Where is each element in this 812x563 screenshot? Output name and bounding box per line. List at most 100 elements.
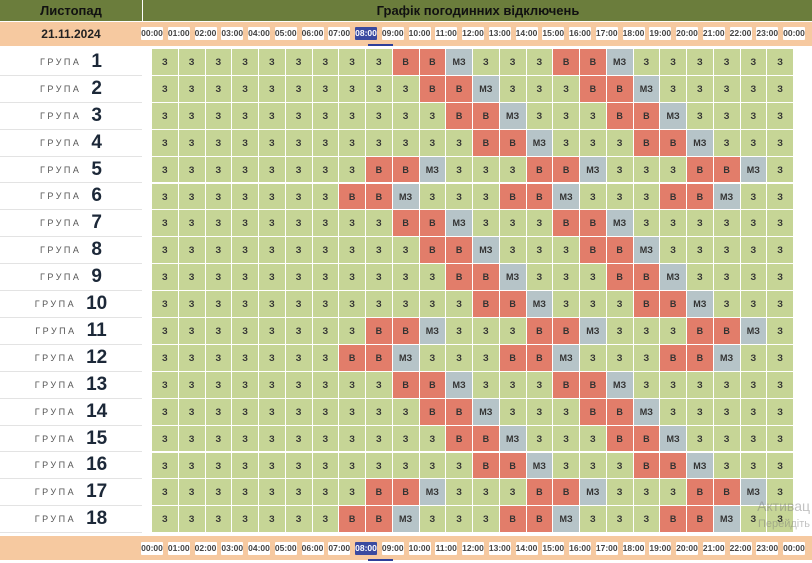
- schedule-cell: В: [499, 129, 527, 157]
- schedule-cell: З: [312, 344, 340, 372]
- schedule-cell: В: [366, 506, 393, 534]
- schedule-cell: МЗ: [526, 291, 554, 318]
- schedule-cell: В: [553, 210, 580, 238]
- schedule-cell: З: [553, 129, 580, 157]
- top-hour-label: 18:00: [622, 27, 645, 40]
- bottom-hour-label: 16:00: [569, 542, 591, 555]
- schedule-cell: З: [285, 291, 313, 318]
- schedule-cell: В: [687, 183, 714, 211]
- group-label: ГРУПА: [40, 218, 82, 229]
- schedule-cell: МЗ: [687, 452, 714, 480]
- group-row-label: ГРУПА 4: [0, 130, 142, 157]
- schedule-cell: З: [232, 156, 259, 184]
- schedule-cell: З: [740, 398, 768, 426]
- schedule-cell: З: [633, 318, 661, 345]
- schedule-cell: В: [633, 452, 661, 480]
- schedule-cell: З: [419, 291, 447, 318]
- schedule-cell: В: [526, 506, 554, 534]
- schedule-cell: В: [473, 102, 500, 130]
- schedule-cell: З: [740, 183, 768, 211]
- schedule-cell: З: [767, 318, 794, 345]
- schedule-cell: МЗ: [553, 183, 580, 211]
- schedule-cell: З: [205, 318, 233, 345]
- schedule-cell: З: [259, 344, 286, 372]
- schedule-cell: З: [152, 291, 179, 318]
- schedule-cell: З: [526, 49, 554, 76]
- schedule-cell: В: [633, 129, 661, 157]
- schedule-cell: З: [312, 398, 340, 426]
- schedule-cell: З: [392, 291, 420, 318]
- schedule-cell: З: [473, 479, 500, 507]
- schedule-cell: В: [339, 183, 366, 211]
- schedule-cell: З: [553, 398, 580, 426]
- schedule-cell: З: [419, 264, 447, 292]
- schedule-cell: З: [499, 371, 527, 399]
- schedule-cell: З: [660, 210, 687, 238]
- schedule-cell: З: [232, 237, 259, 265]
- month-header: Листопад: [0, 0, 142, 21]
- schedule-cell: З: [660, 398, 687, 426]
- schedule-cell: З: [473, 318, 500, 345]
- schedule-cell: З: [178, 398, 206, 426]
- schedule-cell: З: [232, 102, 259, 130]
- schedule-cell: З: [767, 75, 794, 103]
- schedule-cell: З: [767, 49, 794, 76]
- schedule-cell: З: [259, 425, 286, 453]
- schedule-cell: В: [606, 102, 634, 130]
- schedule-cell: З: [205, 210, 233, 238]
- schedule-cell: В: [713, 318, 741, 345]
- date-label: 21.11.2024: [41, 27, 101, 41]
- bottom-hour-label: 07:00: [328, 542, 351, 555]
- schedule-cell: З: [633, 479, 661, 507]
- schedule-cell: З: [446, 344, 473, 372]
- group-number: 12: [86, 346, 108, 368]
- schedule-cell: З: [713, 371, 741, 399]
- schedule-cell: З: [285, 264, 313, 292]
- schedule-cell: З: [660, 318, 687, 345]
- schedule-cell: З: [713, 75, 741, 103]
- schedule-cell: З: [178, 156, 206, 184]
- schedule-cell: МЗ: [633, 398, 661, 426]
- schedule-cell: З: [259, 210, 286, 238]
- bottom-hour-label: 22:00: [729, 542, 752, 555]
- schedule-cell: З: [259, 452, 286, 480]
- schedule-cell: З: [178, 264, 206, 292]
- schedule-cell: МЗ: [392, 344, 420, 372]
- schedule-cell: З: [232, 371, 259, 399]
- schedule-cell: З: [606, 479, 634, 507]
- schedule-cell: З: [553, 425, 580, 453]
- schedule-cell: В: [687, 479, 714, 507]
- schedule-cell: З: [205, 398, 233, 426]
- schedule-cell: З: [285, 210, 313, 238]
- top-hour-label: 17:00: [595, 27, 618, 40]
- schedule-cell: З: [633, 371, 661, 399]
- schedule-cell: МЗ: [606, 210, 634, 238]
- schedule-cell: З: [713, 398, 741, 426]
- schedule-cell: З: [285, 49, 313, 76]
- schedule-cell: В: [633, 264, 661, 292]
- schedule-cell: З: [713, 102, 741, 130]
- group-label: ГРУПА: [34, 460, 77, 471]
- schedule-cell: В: [473, 129, 500, 157]
- schedule-cell: З: [152, 425, 179, 453]
- schedule-cell: МЗ: [473, 75, 500, 103]
- schedule-cell: МЗ: [606, 371, 634, 399]
- schedule-cell: З: [473, 371, 500, 399]
- schedule-cell: В: [580, 49, 607, 76]
- schedule-cell: З: [232, 318, 259, 345]
- schedule-cell: З: [259, 102, 286, 130]
- bottom-hour-label: 08:00: [355, 542, 377, 555]
- schedule-cell: З: [339, 49, 366, 76]
- schedule-cell: З: [767, 129, 794, 157]
- group-row-label: ГРУПА 7: [0, 210, 142, 238]
- bottom-hour-label: 09:00: [381, 542, 404, 555]
- bottom-hour-label: 17:00: [595, 542, 618, 555]
- schedule-cell: З: [740, 210, 768, 238]
- schedule-cell: З: [606, 452, 634, 480]
- schedule-cell: З: [553, 102, 580, 130]
- schedule-cell: З: [259, 291, 286, 318]
- schedule-cell: З: [178, 344, 206, 372]
- schedule-cell: З: [392, 398, 420, 426]
- schedule-cell: В: [419, 398, 447, 426]
- schedule-cell: З: [526, 237, 554, 265]
